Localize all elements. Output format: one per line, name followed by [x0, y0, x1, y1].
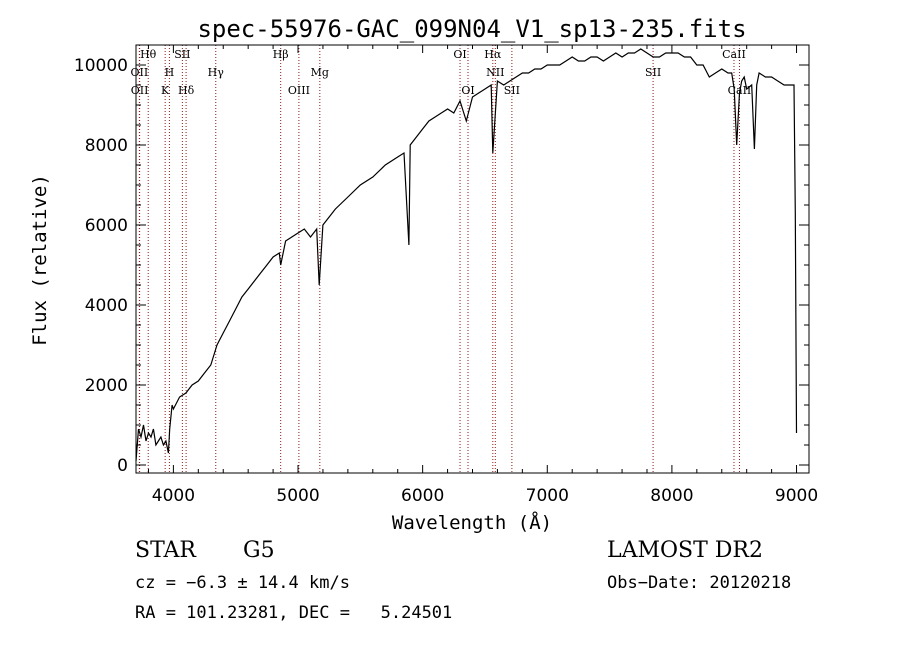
object-class: STAR	[135, 538, 196, 563]
y-tick-label: 2000	[85, 376, 128, 396]
y-tick-label: 0	[117, 456, 128, 476]
coordinates: RA = 101.23281, DEC = 5.24501	[135, 603, 453, 623]
line-label: NII	[486, 66, 504, 79]
line-label: Hγ	[208, 66, 225, 79]
observation-date: Obs−Date: 20120218	[607, 573, 792, 593]
x-tick-label: 7000	[526, 486, 569, 506]
line-label: K	[161, 84, 170, 97]
x-tick-label: 9000	[775, 486, 818, 506]
plot-frame	[135, 44, 810, 474]
line-label: Mg	[311, 66, 329, 79]
object-subclass: G5	[243, 538, 275, 563]
line-label: CaII	[722, 48, 746, 61]
x-tick-label: 8000	[650, 486, 693, 506]
y-tick-label: 10000	[74, 56, 128, 76]
spectrum-series	[135, 48, 798, 462]
x-axis: 4000 5000 6000 7000 8000 9000	[147, 45, 818, 506]
line-label: OI	[453, 48, 466, 61]
line-label: Hθ	[140, 48, 157, 61]
y-tick-label: 4000	[85, 296, 128, 316]
y-tick-label: 6000	[85, 216, 128, 236]
line-label: SII	[645, 66, 661, 79]
x-tick-label: 6000	[401, 486, 444, 506]
line-label: SII	[504, 84, 520, 97]
emission-line-markers	[138, 45, 740, 473]
line-label: Hδ	[178, 84, 195, 97]
redshift-velocity: cz = −6.3 ± 14.4 km/s	[135, 573, 350, 593]
line-label: OIII	[288, 84, 310, 97]
line-label: OI	[461, 84, 474, 97]
emission-line-labels: HθOIIOIIHKSIIHδHγHβOIIIMgOIOIHαNIISIISII…	[131, 48, 752, 97]
y-axis: 0 2000 4000 6000 8000 10000	[74, 56, 809, 476]
x-tick-label: 5000	[276, 486, 319, 506]
y-axis-label: Flux (relative)	[29, 174, 51, 346]
line-label: OII	[131, 84, 149, 97]
line-label: SII	[174, 48, 190, 61]
chart-title: spec-55976-GAC_099N04_V1_sp13-235.fits	[197, 15, 746, 43]
x-axis-label: Wavelength (Å)	[392, 511, 552, 534]
line-label: Hα	[484, 48, 502, 61]
x-tick-label: 4000	[152, 486, 195, 506]
line-label: Hβ	[273, 48, 289, 61]
survey-name: LAMOST DR2	[607, 538, 763, 563]
line-label: OII	[131, 66, 149, 79]
line-label: H	[165, 66, 175, 79]
y-tick-label: 8000	[85, 136, 128, 156]
